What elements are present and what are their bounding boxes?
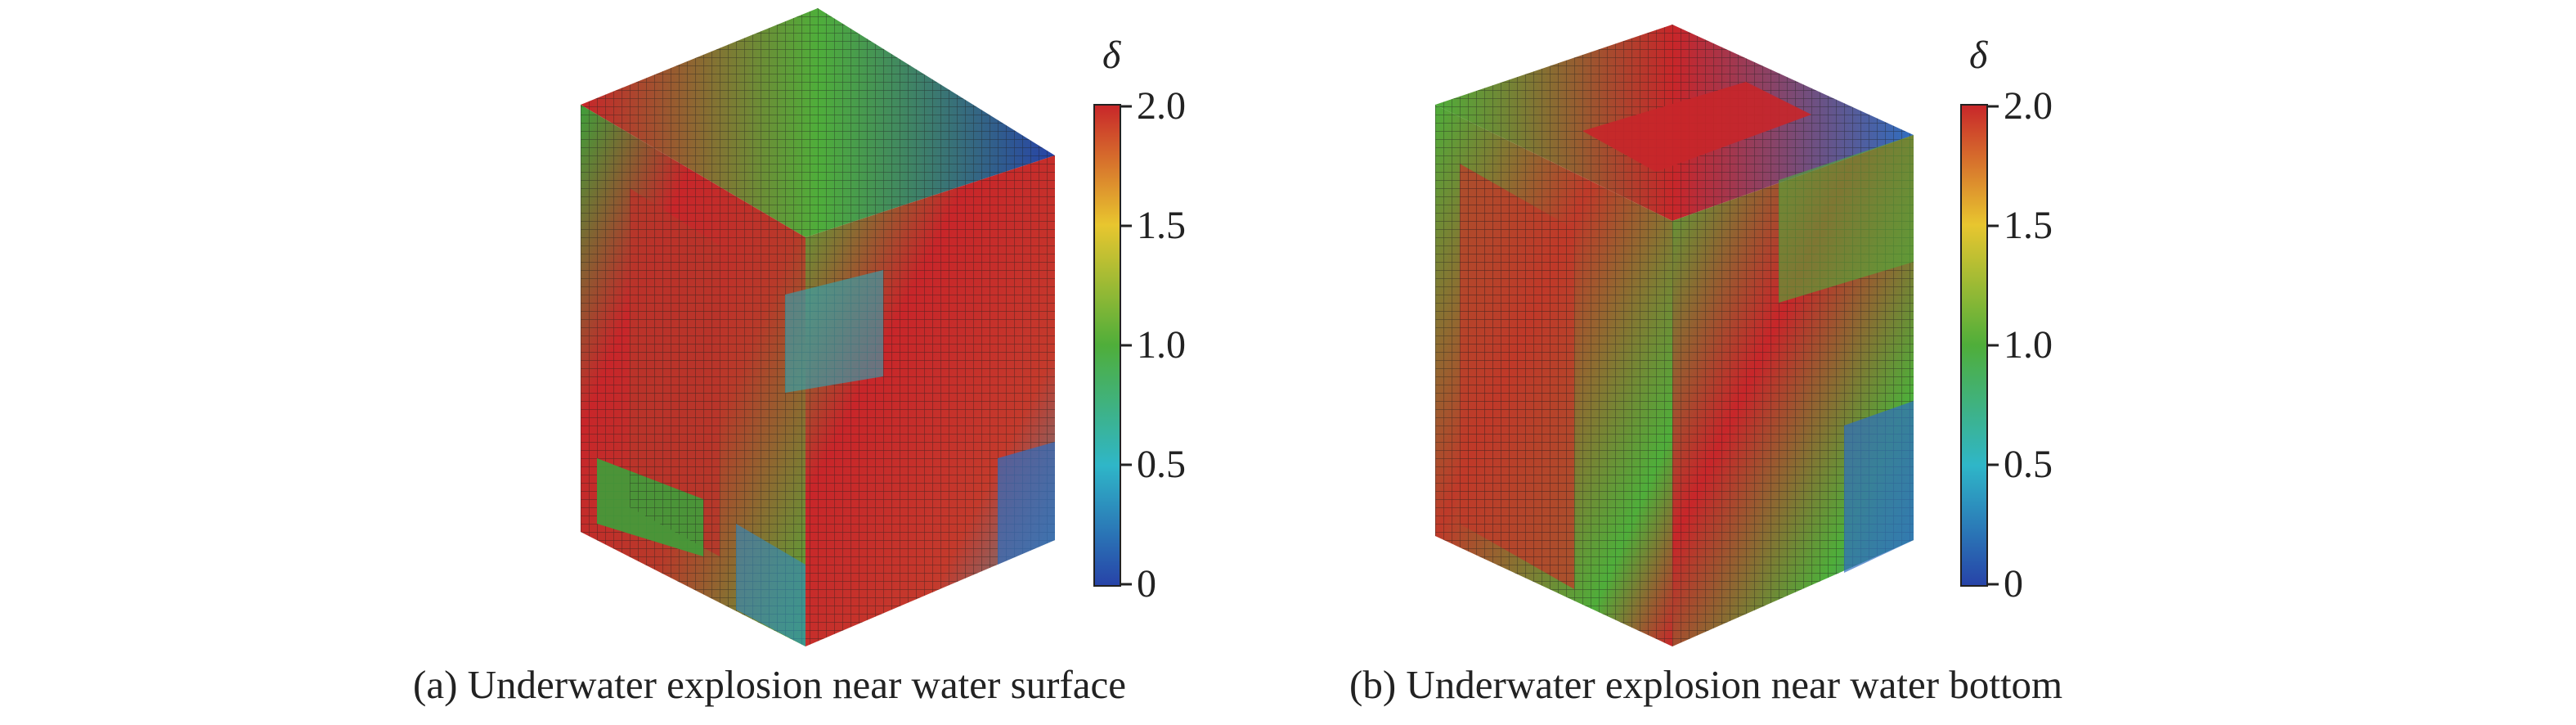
colorbar-b: δ 2.0 1.5 1.0 0.5 0 [1954, 33, 2118, 606]
colorbar-tick-label: 1.0 [2004, 323, 2053, 367]
colorbar-gradient [1960, 104, 1999, 587]
colorbar-tick-label: 0.5 [1137, 443, 1186, 486]
colorbar-tick-label: 0 [1137, 562, 1156, 606]
colorbar-a: δ 2.0 1.5 1.0 0.5 0 [1088, 33, 1251, 606]
colorbar-tick-label: 1.5 [2004, 204, 2053, 247]
figure-panel-a: δ 2.0 1.5 1.0 0.5 0 (a) Underwater [413, 8, 1251, 707]
figure-caption-b: (b) Underwater explosion near water bott… [1349, 662, 2063, 707]
colorbar-gradient [1093, 104, 1132, 587]
colorbar-tick-label: 2.0 [2004, 84, 2053, 128]
mesh-model-a [581, 8, 1055, 646]
colorbar-tick-label: 1.0 [1137, 323, 1186, 367]
colorbar-tick-label: 1.5 [1137, 204, 1186, 247]
colorbar-tick-label: 2.0 [1137, 84, 1186, 128]
colorbar-symbol: δ [1102, 34, 1121, 77]
mesh-model-b [1435, 25, 1914, 646]
figure-caption-a: (a) Underwater explosion near water surf… [413, 662, 1127, 707]
colorbar-tick-label: 0.5 [2004, 443, 2053, 486]
colorbar-tick-label: 0 [2004, 562, 2023, 606]
figure-panel-b: δ 2.0 1.5 1.0 0.5 0 (b) Underwater [1288, 0, 2576, 725]
colorbar-symbol: δ [1969, 34, 1988, 77]
